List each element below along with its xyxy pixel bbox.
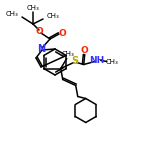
- Text: CH₃: CH₃: [61, 51, 74, 57]
- Text: O: O: [35, 27, 43, 36]
- Text: NH: NH: [89, 56, 104, 65]
- Text: CH₃: CH₃: [47, 13, 60, 19]
- Text: S: S: [71, 57, 78, 66]
- Text: CH₃: CH₃: [5, 11, 18, 17]
- Text: N: N: [37, 44, 45, 54]
- Text: O: O: [58, 28, 66, 38]
- Text: CH₃: CH₃: [27, 5, 39, 11]
- Text: O: O: [81, 46, 89, 55]
- Text: CH₃: CH₃: [105, 58, 118, 64]
